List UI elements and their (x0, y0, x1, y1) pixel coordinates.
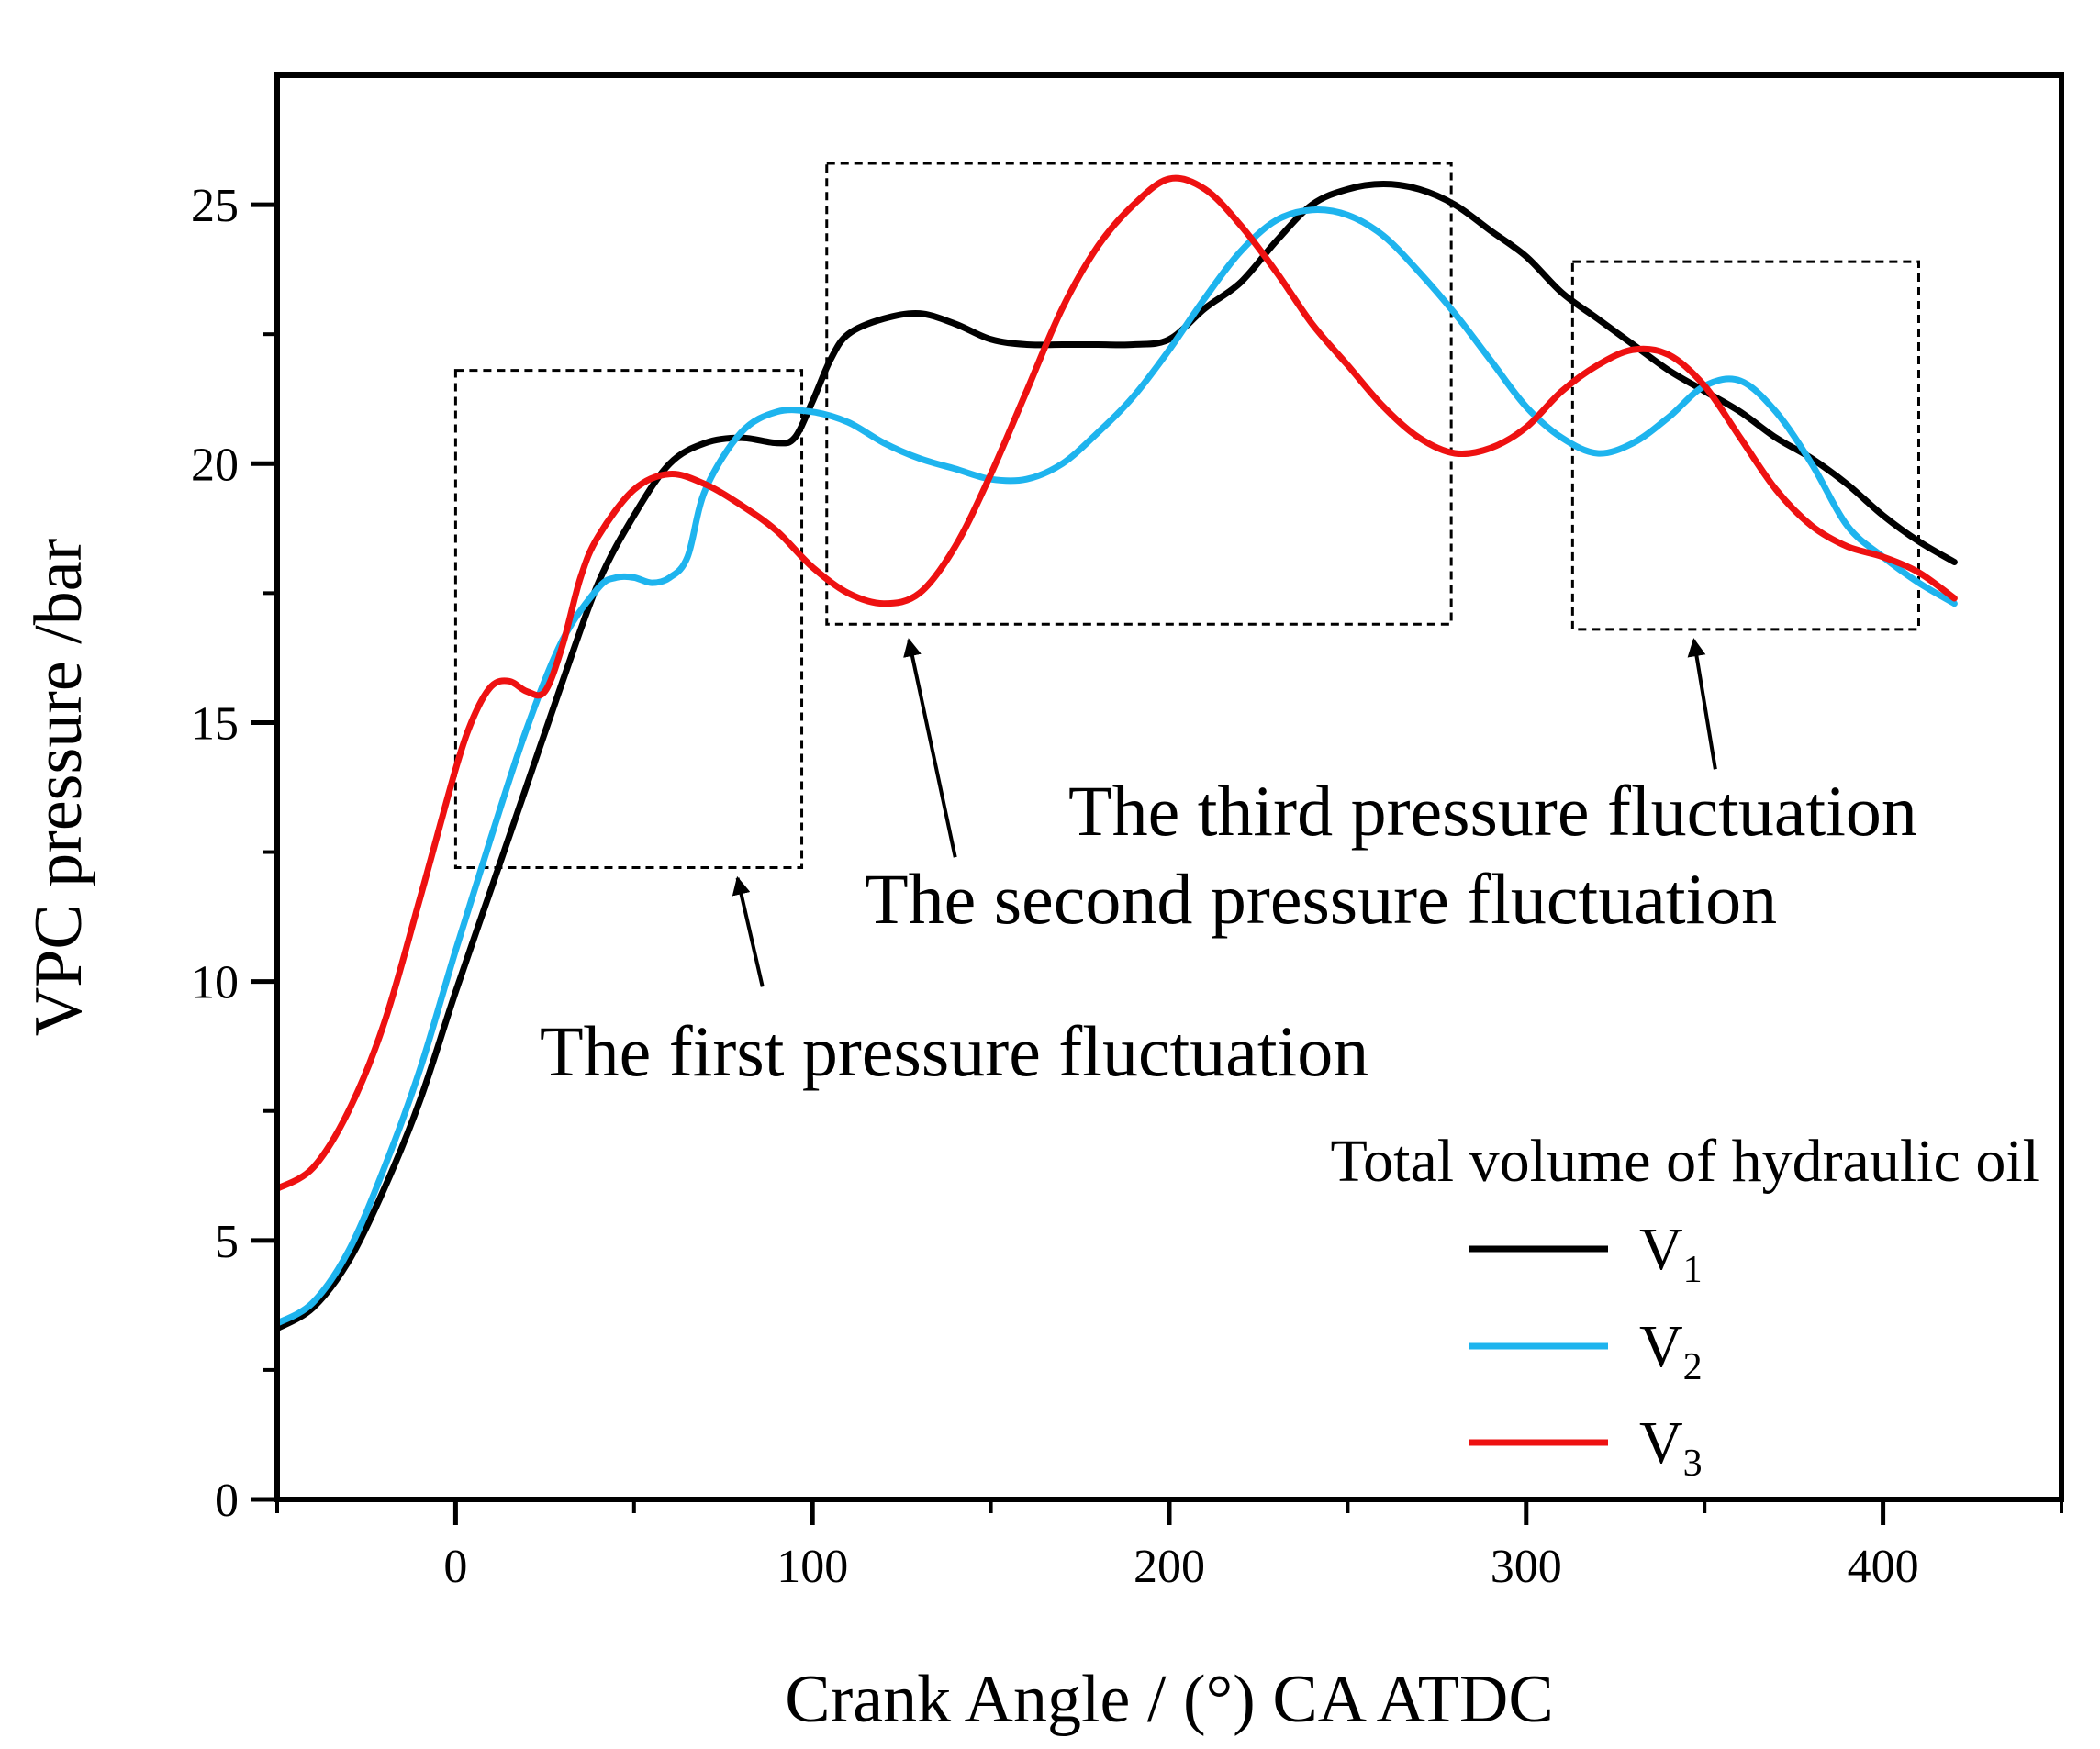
legend-entry-v2: V2 (1469, 1313, 1703, 1388)
legend-entry-v1: V1 (1469, 1216, 1703, 1291)
series-line-v2 (274, 206, 1958, 1327)
y-tick-label: 5 (215, 1216, 239, 1268)
annotation-text-1: The first pressure fluctuation (540, 1011, 1368, 1091)
annotation-arrow-1 (732, 875, 765, 987)
y-axis-ticks: 0 5 10 15 20 25 (191, 180, 277, 1527)
annotation-text-3: The third pressure fluctuation (1068, 771, 1917, 851)
legend-label-v1: V1 (1639, 1216, 1703, 1291)
series-line-v1 (274, 181, 1958, 1332)
series-line-v3 (274, 174, 1958, 1192)
fluctuation-box-2 (825, 162, 1453, 626)
y-tick-label: 15 (191, 697, 239, 750)
y-axis-title: VPC pressure /bar (21, 539, 96, 1037)
annotation-layer: The first pressure fluctuation The second… (453, 162, 1920, 1091)
annotation-arrow-2 (903, 638, 957, 858)
annotation-arrow-3 (1687, 638, 1717, 770)
legend-entry-v3: V3 (1469, 1409, 1703, 1485)
x-tick-label: 300 (1491, 1541, 1562, 1593)
y-tick-label: 10 (191, 957, 239, 1009)
x-tick-label: 400 (1848, 1541, 1919, 1593)
annotation-text-2: The second pressure fluctuation (865, 859, 1777, 939)
x-axis-ticks: 0 100 200 300 400 (275, 1499, 2063, 1593)
fluctuation-box-1 (453, 369, 804, 869)
y-tick-label: 25 (191, 180, 239, 232)
legend: Total volume of hydraulic oil V1 V2 V3 (1330, 1128, 2039, 1485)
y-tick-label: 20 (191, 439, 239, 491)
x-tick-label: 0 (443, 1541, 467, 1593)
legend-label-v2: V2 (1639, 1313, 1703, 1388)
x-axis-title: Crank Angle / (°) CA ATDC (785, 1662, 1553, 1737)
legend-label-v3: V3 (1639, 1409, 1703, 1485)
x-tick-label: 100 (776, 1541, 848, 1593)
legend-title: Total volume of hydraulic oil (1330, 1128, 2039, 1195)
y-tick-label: 0 (215, 1475, 239, 1527)
x-tick-label: 200 (1134, 1541, 1205, 1593)
series-layer (274, 174, 1958, 1332)
